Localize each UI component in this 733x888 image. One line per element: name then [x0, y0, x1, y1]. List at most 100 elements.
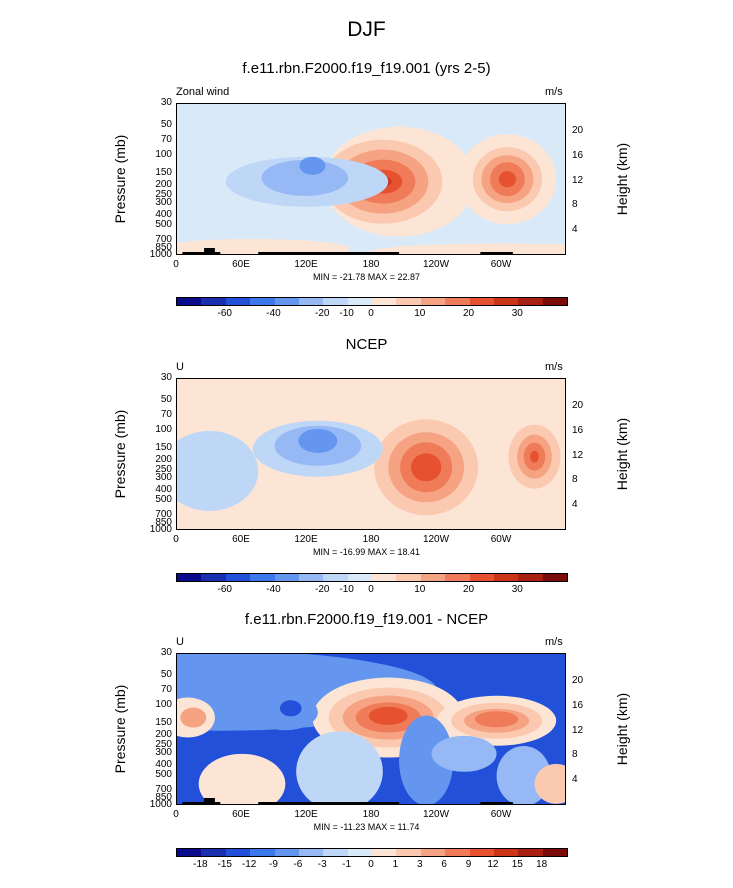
y-tick-label: 250	[155, 463, 172, 475]
x-tick-label: 60W	[490, 809, 512, 820]
colorbar-label: -60	[217, 308, 232, 319]
contour-region	[474, 711, 519, 728]
y-tick-label: 250	[155, 738, 172, 750]
colorbar-swatch	[298, 849, 324, 856]
contour-region	[198, 753, 286, 804]
y-tick-label: 200	[155, 454, 172, 466]
colorbar-swatch	[396, 574, 421, 581]
y-tick-label: 50	[160, 394, 172, 406]
colorbar-label: 0	[368, 859, 374, 870]
y-axis-label: Pressure (mb)	[112, 134, 128, 224]
x-tick-label: 120E	[294, 534, 318, 545]
topography	[204, 798, 215, 804]
colorbar-label: 10	[414, 584, 426, 595]
y2-tick-label: 8	[572, 474, 578, 486]
min-max-label: MIN = -11.23 MAX = 11.74	[313, 822, 420, 832]
contour-region	[411, 453, 442, 482]
contour-region	[368, 706, 408, 725]
panel-left-label: U	[176, 361, 184, 373]
y2-tick-label: 12	[572, 449, 584, 461]
colorbar-swatch	[469, 849, 494, 856]
y-tick-label: 700	[155, 233, 172, 245]
colorbar-swatch	[225, 298, 251, 305]
suptitle: DJF	[347, 18, 386, 41]
contour-region	[298, 428, 338, 453]
colorbar-swatch	[493, 574, 519, 581]
colorbar-label: -60	[217, 584, 232, 595]
contour-plot	[176, 653, 566, 805]
colorbar-label: 15	[511, 859, 523, 870]
colorbar-label: 30	[511, 584, 523, 595]
x-tick-label: 60W	[490, 259, 512, 270]
colorbar-label: 30	[511, 308, 523, 319]
colorbar-swatch	[372, 298, 397, 305]
y-tick-label: 1000	[149, 524, 172, 535]
colorbar-label: -6	[293, 859, 303, 870]
contour-region	[177, 238, 351, 254]
colorbar-label: -40	[266, 584, 281, 595]
colorbar-label: 0	[368, 584, 374, 595]
y2-tick-label: 20	[572, 675, 584, 687]
contour-region	[458, 383, 503, 400]
contour-region	[261, 159, 349, 196]
colorbar-swatch	[274, 849, 299, 856]
colorbar-swatch	[493, 849, 519, 856]
colorbar-label: -1	[342, 859, 352, 870]
y2-axis-label: Height (km)	[614, 692, 630, 766]
y-tick-label: 850	[155, 791, 172, 803]
colorbar-swatch	[177, 298, 202, 305]
colorbar-swatch	[201, 574, 226, 581]
colorbar-label: -10	[339, 308, 354, 319]
colorbar-swatch	[347, 574, 372, 581]
contour-svg	[177, 654, 565, 804]
y-tick-label: 300	[155, 196, 172, 208]
colorbar-label: -10	[339, 584, 354, 595]
colorbar-swatch	[323, 574, 348, 581]
contour-svg	[177, 104, 565, 254]
y-tick-label: 150	[155, 716, 172, 728]
contour-svg	[177, 379, 565, 529]
colorbar-swatch	[396, 849, 421, 856]
colorbar-swatch	[542, 574, 567, 581]
x-tick-label: 0	[173, 259, 179, 270]
colorbar-swatch	[542, 298, 567, 305]
y2-tick-label: 4	[572, 499, 578, 511]
contour-region	[399, 715, 454, 804]
x-tick-label: 60E	[232, 534, 250, 545]
colorbar-swatch	[274, 574, 299, 581]
y-tick-label: 100	[155, 424, 172, 436]
topography	[480, 252, 513, 254]
colorbar-label: 10	[414, 308, 426, 319]
y-tick-label: 300	[155, 471, 172, 483]
x-tick-label: 180	[362, 534, 380, 545]
y-tick-label: 1000	[149, 249, 172, 260]
colorbar-swatch	[445, 298, 470, 305]
y2-tick-label: 12	[572, 174, 584, 186]
x-tick-label: 0	[173, 809, 179, 820]
colorbar-label: -20	[315, 584, 330, 595]
colorbar-swatch	[493, 298, 519, 305]
colorbar-swatch	[372, 574, 397, 581]
y-tick-label: 50	[160, 119, 172, 131]
colorbar	[176, 297, 568, 306]
x-tick-label: 120W	[422, 534, 450, 545]
x-tick-label: 60E	[232, 259, 250, 270]
panel-title: f.e11.rbn.F2000.f19_f19.001 (yrs 2-5)	[242, 60, 491, 77]
contour-region	[296, 731, 383, 804]
y-tick-label: 400	[155, 484, 172, 496]
topography	[182, 252, 221, 254]
colorbar-label: 12	[487, 859, 499, 870]
colorbar-swatch	[298, 574, 324, 581]
y2-tick-label: 20	[572, 125, 584, 137]
colorbar-swatch	[469, 298, 494, 305]
colorbar-label: 6	[441, 859, 447, 870]
colorbar-swatch	[445, 849, 470, 856]
colorbar-swatch	[372, 849, 397, 856]
contour-region	[180, 707, 207, 728]
y-tick-label: 500	[155, 218, 172, 230]
y2-axis-label: Height (km)	[614, 142, 630, 216]
colorbar-swatch	[518, 849, 543, 856]
contour-plot	[176, 103, 566, 255]
colorbar-label: -40	[266, 308, 281, 319]
y-tick-label: 250	[155, 188, 172, 200]
